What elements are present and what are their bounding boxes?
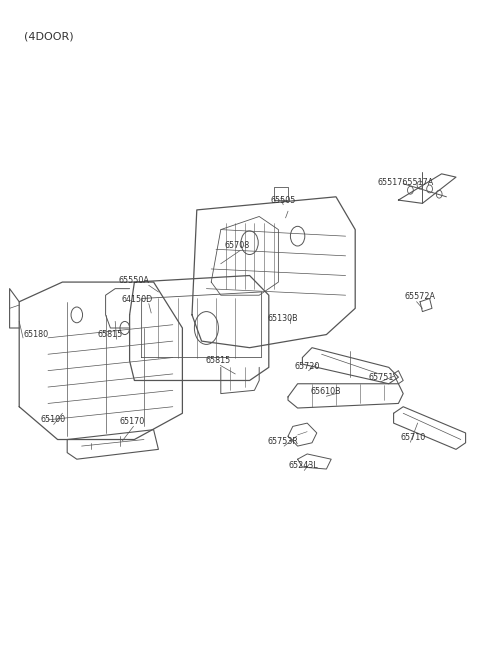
Text: 64150D: 64150D bbox=[121, 295, 153, 304]
Text: 65708: 65708 bbox=[225, 241, 250, 251]
Text: 65130B: 65130B bbox=[268, 314, 299, 323]
Text: 65243L: 65243L bbox=[288, 461, 318, 470]
Text: 6551765517A: 6551765517A bbox=[377, 178, 434, 187]
Text: 65720: 65720 bbox=[295, 361, 320, 371]
Text: 65505: 65505 bbox=[271, 195, 296, 205]
Text: 65100: 65100 bbox=[40, 415, 65, 424]
Text: 65550A: 65550A bbox=[119, 276, 150, 285]
Text: 65753R: 65753R bbox=[268, 437, 299, 446]
Text: (4DOOR): (4DOOR) bbox=[24, 31, 73, 41]
Text: 65572A: 65572A bbox=[405, 292, 435, 301]
Text: 65180: 65180 bbox=[24, 330, 48, 339]
Text: 65815: 65815 bbox=[98, 330, 123, 339]
Text: 65710: 65710 bbox=[400, 433, 425, 442]
Text: 65610B: 65610B bbox=[310, 387, 341, 396]
Text: 65815: 65815 bbox=[206, 356, 231, 365]
Text: 65170: 65170 bbox=[120, 417, 144, 426]
Text: 65751: 65751 bbox=[369, 373, 394, 382]
